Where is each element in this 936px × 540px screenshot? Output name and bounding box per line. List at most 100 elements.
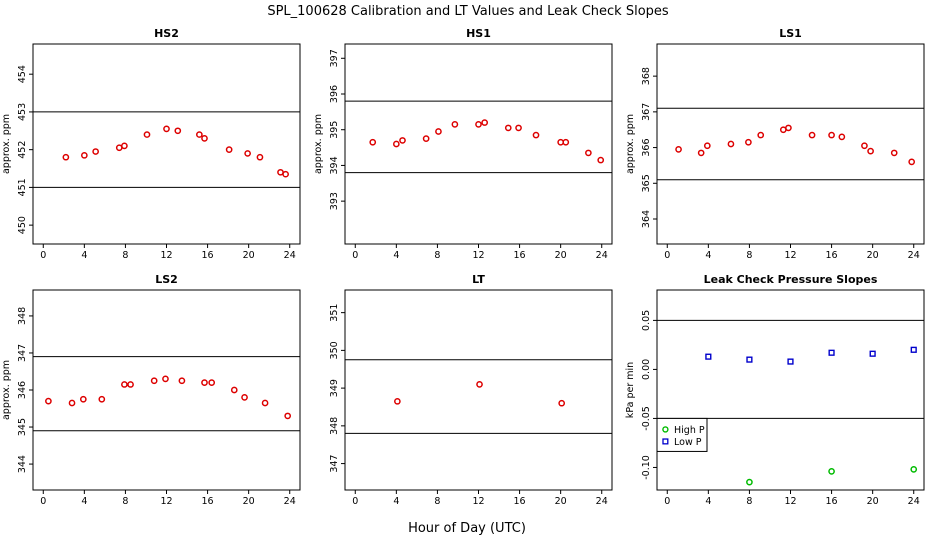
series-2	[705, 346, 917, 365]
data-point	[476, 380, 483, 388]
y-tick-label: 349	[329, 379, 340, 397]
data-point	[369, 138, 377, 146]
y-tick-label: 346	[17, 381, 28, 399]
figure-title: SPL_100628 Calibration and LT Values and…	[267, 4, 669, 19]
data-point	[703, 142, 711, 150]
chart-panel-2: HS1 approx. ppm 0 4 8 12 16 20 24 393 394 395 396 397	[313, 27, 613, 261]
x-tick-label: 16	[826, 250, 838, 261]
y-tick-label: 347	[329, 455, 340, 473]
y-tick-label: 0.00	[641, 359, 652, 380]
data-point	[178, 377, 186, 385]
plot-frame	[32, 43, 301, 245]
data-point	[757, 131, 765, 139]
data-point	[121, 142, 128, 150]
data-point	[475, 121, 482, 128]
data-point	[675, 146, 682, 153]
data-point	[201, 134, 208, 142]
data-point	[861, 142, 868, 150]
data-point	[787, 358, 794, 365]
y-tick-label: 396	[329, 85, 340, 103]
series-1	[394, 380, 566, 407]
panel-title: Leak Check Pressure Slopes	[704, 273, 878, 286]
y-tick-label: 451	[17, 178, 28, 196]
data-point	[284, 412, 292, 420]
x-tick-label: 8	[122, 496, 128, 507]
data-point	[230, 386, 238, 394]
y-axis-label: approx. ppm	[313, 114, 324, 174]
data-point	[256, 153, 264, 161]
data-point	[828, 468, 835, 475]
data-point	[143, 131, 151, 138]
x-tick-label: 24	[284, 496, 296, 507]
y-tick-label: 344	[17, 455, 28, 473]
x-tick-label: 16	[514, 250, 526, 261]
data-point	[201, 379, 208, 386]
data-point	[908, 158, 916, 166]
data-point	[196, 131, 203, 138]
data-point	[585, 149, 592, 157]
y-tick-label: 454	[17, 65, 28, 83]
data-point	[92, 148, 99, 155]
x-tick-label: 16	[202, 496, 214, 507]
data-point	[558, 399, 566, 407]
panel-title: HS2	[154, 27, 179, 40]
data-point	[62, 153, 70, 161]
series-1	[746, 466, 918, 486]
chart-panel-6: Leak Check Pressure Slopes kPa per min 0 4 8…	[625, 273, 925, 507]
data-point	[163, 125, 170, 133]
data-point	[785, 124, 792, 132]
chart-panel-5: LT 0 4 8 12 16 20 24 347 348 349 350 351	[329, 273, 613, 507]
data-point	[394, 397, 401, 405]
x-tick-label: 12	[784, 250, 796, 261]
data-point	[79, 395, 87, 403]
x-tick-label: 8	[122, 250, 128, 261]
legend-label: Low P	[674, 437, 702, 448]
data-point	[808, 131, 816, 139]
chart-panel-1: HS2 approx. ppm 0 4 8 12 16 20 24 450 451 452 453 454	[1, 27, 301, 261]
x-tick-label: 12	[472, 250, 484, 261]
data-point	[562, 138, 570, 146]
x-tick-label: 4	[393, 250, 399, 261]
plot-frame	[344, 43, 613, 245]
x-tick-label: 8	[434, 250, 440, 261]
y-tick-label: 0.05	[641, 310, 652, 331]
x-tick-label: 20	[867, 250, 879, 261]
y-tick-label: 453	[17, 103, 28, 121]
x-tick-label: 4	[81, 496, 87, 507]
data-point	[869, 350, 876, 357]
legend-label: High P	[674, 425, 705, 436]
y-tick-label: 394	[329, 156, 340, 174]
y-tick-label: 348	[329, 417, 340, 435]
chart-panel-3: LS1 approx. ppm 0 4 8 12 16 20 24 364 365 366 367 368	[625, 27, 925, 261]
y-tick-label: 367	[641, 103, 652, 121]
y-tick-label: 365	[641, 174, 652, 192]
x-tick-label: 4	[393, 496, 399, 507]
data-point	[435, 128, 442, 135]
legend-marker	[662, 426, 669, 433]
y-tick-label: 450	[17, 216, 28, 234]
x-tick-label: 20	[243, 250, 255, 261]
data-point	[399, 137, 406, 144]
x-tick-label: 24	[596, 496, 608, 507]
data-point	[828, 131, 835, 139]
x-tick-label: 0	[352, 250, 358, 261]
data-point	[890, 149, 898, 157]
y-tick-label: 350	[329, 341, 340, 359]
data-point	[838, 133, 846, 141]
x-tick-label: 0	[664, 496, 670, 507]
x-tick-label: 16	[514, 496, 526, 507]
data-point	[45, 397, 52, 405]
chart-panels: HS2 approx. ppm 0 4 8 12 16 20 24 450 451 452 453 454…	[1, 27, 925, 507]
panel-title: LS1	[779, 27, 802, 40]
figure-x-label: Hour of Day (UTC)	[408, 521, 526, 536]
y-tick-label: 395	[329, 121, 340, 139]
data-point	[705, 353, 712, 360]
x-tick-label: 20	[555, 250, 567, 261]
data-point	[225, 146, 233, 154]
x-tick-label: 24	[284, 250, 296, 261]
data-point	[127, 381, 134, 388]
x-tick-label: 20	[867, 496, 879, 507]
x-tick-label: 24	[596, 250, 608, 261]
y-tick-label: 348	[17, 307, 28, 325]
